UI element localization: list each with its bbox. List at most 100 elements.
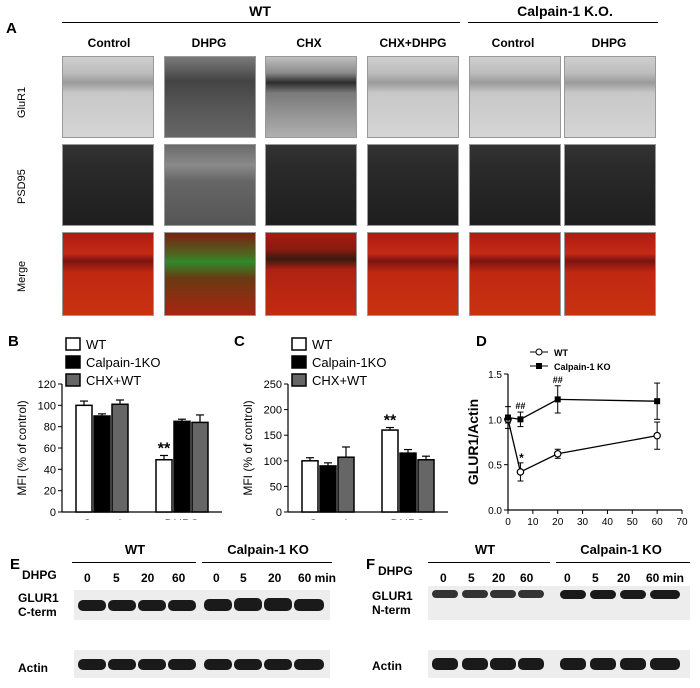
micrograph-glur1-control-ko (469, 56, 561, 138)
e-band (168, 600, 196, 611)
bar (191, 421, 209, 513)
y-tick-label: 100 (38, 400, 56, 412)
legend-label: CHX+WT (312, 373, 367, 388)
e-actin-band (168, 659, 196, 670)
panel-f-letter: F (366, 556, 376, 573)
x-tick-label: DHPG (391, 517, 426, 520)
f-time-ko-0: 0 (564, 571, 571, 585)
x-tick-label: 0 (505, 517, 511, 528)
legend-label: WT (554, 348, 568, 358)
f-band (590, 590, 616, 599)
col-dhpg-ko: DHPG (591, 36, 627, 50)
ko-group-label: Calpain-1 K.O. (517, 3, 613, 19)
f-actin-band (518, 658, 544, 670)
f-time-0: 0 (440, 571, 447, 585)
legend-marker-open (535, 348, 543, 356)
f-band (490, 590, 516, 598)
bar (301, 460, 319, 513)
y-tick-label: 200 (264, 405, 282, 417)
significance-hash: ## (515, 401, 525, 411)
y-tick-label: 50 (270, 481, 282, 493)
data-point (654, 398, 661, 405)
bar (111, 403, 129, 513)
y-tick-label: 0 (50, 507, 56, 519)
e-time-20: 20 (141, 571, 155, 585)
micrograph-psd95-control-wt (62, 144, 154, 226)
e-band (234, 598, 262, 611)
x-tick-label: 40 (602, 517, 614, 528)
panel-d-letter: D (476, 333, 487, 350)
row-label-psd95: PSD95 (16, 169, 28, 204)
f-actin-band (490, 658, 516, 670)
col-control-wt: Control (87, 36, 131, 50)
bar (417, 459, 435, 513)
legend-label: WT (86, 337, 106, 352)
bar (93, 415, 111, 513)
x-tick-label: Control (83, 517, 122, 520)
f-group-wt: WT (474, 542, 496, 557)
micrograph-glur1-chx (265, 56, 357, 138)
y-tick-label: 20 (44, 486, 56, 498)
legend-label: WT (312, 337, 332, 352)
x-tick-label: 70 (676, 517, 688, 528)
f-band (432, 590, 458, 598)
bar (337, 456, 355, 513)
e-actin-band (264, 659, 292, 670)
f-actin-band (620, 658, 646, 670)
e-time-5: 5 (113, 571, 120, 585)
f-actin-band (432, 658, 458, 670)
significance-hash: ## (553, 375, 563, 385)
y-axis-label: MFI (% of control) (241, 400, 255, 495)
legend-swatch (291, 355, 307, 369)
col-dhpg-wt: DHPG (191, 36, 227, 50)
legend-swatch (65, 373, 81, 387)
e-wt-line (72, 562, 196, 563)
y-tick-label: 0.0 (488, 506, 502, 517)
micrograph-psd95-dhpg-wt (164, 144, 256, 226)
significance-marker: ** (384, 413, 397, 430)
chart-b: 0 20 40 60 80 100 120 MFI (% of control) Control… (15, 337, 222, 520)
f-row-nterm: N-term (372, 603, 411, 617)
e-band (294, 599, 324, 611)
f-group-ko: Calpain-1 KO (580, 542, 662, 557)
e-actin-band (138, 659, 166, 670)
f-band (462, 590, 488, 598)
e-time-ko-5: 5 (240, 571, 247, 585)
legend-swatch (291, 337, 307, 351)
f-time-5: 5 (468, 571, 475, 585)
micrograph-glur1-chx-dhpg (367, 56, 459, 138)
e-band (264, 598, 292, 611)
wt-group-label: WT (249, 3, 271, 19)
x-tick-label: 20 (552, 517, 564, 528)
f-band (650, 590, 680, 599)
col-chx: CHX (296, 36, 322, 50)
e-row-actin: Actin (18, 661, 48, 675)
f-actin-band (650, 658, 680, 670)
micrograph-merge-control-ko (469, 232, 561, 316)
f-blot-glur1 (428, 586, 690, 620)
legend-label: Calpain-1KO (86, 355, 160, 370)
legend-marker-filled (536, 363, 542, 369)
chart-c: 0 50 100 150 200 250 MFI (% of control) Control… (241, 337, 448, 520)
legend-swatch (65, 355, 81, 369)
micrograph-merge-control-wt (62, 232, 154, 316)
x-tick-label: 30 (577, 517, 589, 528)
x-tick-label: DHPG (165, 517, 200, 520)
data-point (505, 414, 511, 421)
legend-swatch (65, 337, 81, 351)
panel-a-letter: A (6, 20, 17, 37)
y-tick-label: 120 (38, 379, 56, 391)
e-time-ko-0: 0 (213, 571, 220, 585)
micrograph-psd95-chx-dhpg (367, 144, 459, 226)
legend-label: Calpain-1KO (312, 355, 386, 370)
f-actin-band (560, 658, 586, 670)
y-tick-label: 40 (44, 464, 56, 476)
f-time-20: 20 (492, 571, 506, 585)
panel-c-letter: C (234, 333, 245, 350)
e-blot-glur1 (74, 590, 330, 620)
y-axis-label: GLUR1/Actin (465, 399, 481, 485)
y-tick-label: 100 (264, 456, 282, 468)
y-tick-label: 250 (264, 379, 282, 391)
x-tick-label: 50 (627, 517, 639, 528)
e-actin-band (234, 659, 262, 670)
